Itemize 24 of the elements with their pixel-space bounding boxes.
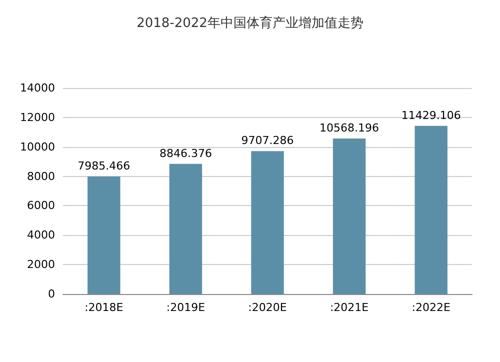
y-tick-label: 14000 (20, 82, 55, 94)
data-label: 9707.286 (241, 134, 294, 148)
y-tick-label: 4000 (27, 228, 55, 242)
y-tick-label: 2000 (27, 258, 55, 272)
data-label: 11429.106 (401, 108, 461, 122)
y-tick-label: 12000 (20, 110, 55, 124)
x-tick-label: :2021E (330, 301, 369, 314)
y-tick-label: 8000 (27, 170, 55, 183)
data-label: 8846.376 (159, 146, 212, 160)
data-label: 7985.466 (78, 160, 130, 172)
bar (251, 151, 284, 294)
x-tick-label: :2022E (412, 301, 450, 314)
data-label: 10568.196 (320, 121, 380, 134)
y-tick-label: 6000 (27, 199, 55, 212)
bar (332, 138, 366, 294)
x-tick-label: :2020E (248, 301, 287, 314)
x-tick-label: :2019E (166, 301, 206, 314)
x-tick-label: :2018E (84, 301, 124, 314)
y-tick-label: 0 (48, 288, 55, 300)
y-tick-label: 10000 (20, 140, 55, 154)
bar (414, 126, 448, 294)
bar (88, 176, 120, 294)
chart-title: 2018-2022年中国体育产业增加值走势 (136, 15, 364, 31)
bar (169, 164, 202, 294)
